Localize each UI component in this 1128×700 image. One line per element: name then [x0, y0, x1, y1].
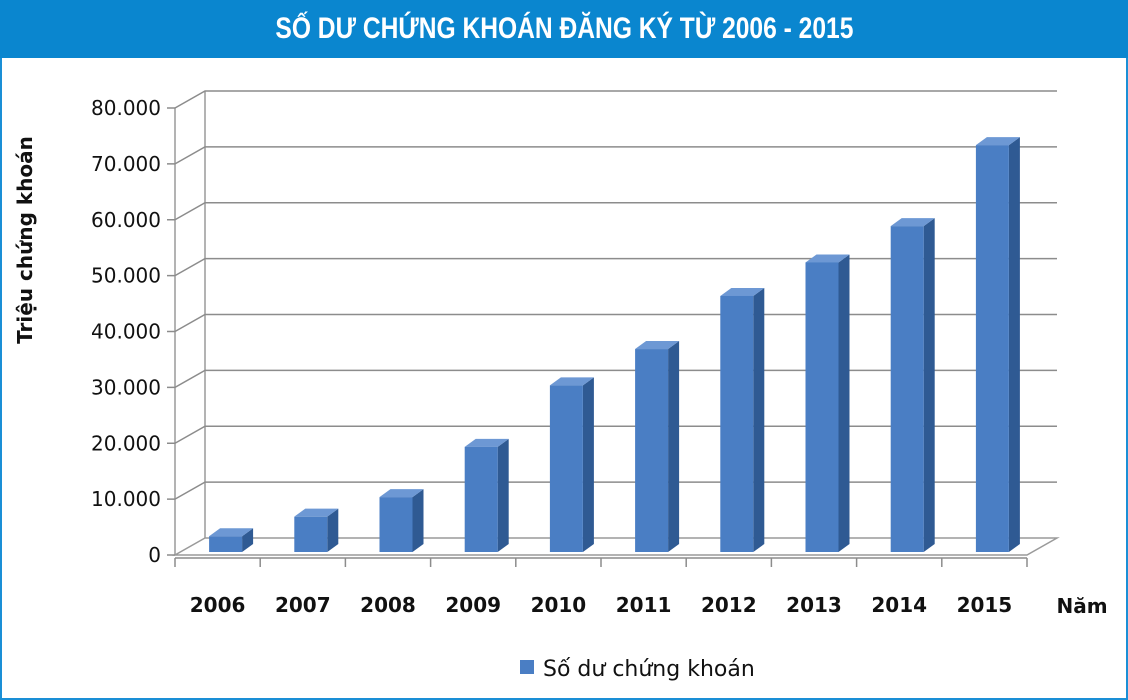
bar-front [635, 349, 669, 552]
bar-2008 [379, 489, 424, 552]
bar-2011 [635, 341, 680, 552]
y-axis-title: Triệu chứng khoán [13, 136, 37, 344]
bar-2015 [975, 137, 1020, 553]
bar-top [549, 377, 594, 386]
bars [209, 137, 1020, 553]
gridline [174, 481, 1057, 500]
bar-front [805, 262, 839, 552]
y-tick-label: 20.000 [91, 431, 161, 455]
x-tick-label: 2007 [275, 593, 331, 617]
bar-2007 [294, 508, 339, 552]
bar-top [805, 254, 850, 263]
x-tick-label: 2006 [190, 593, 246, 617]
gridline [174, 369, 1057, 389]
x-axis-categories: 2006 2007 2008 2009 2010 2011 2012 2013 2014 2015 [174, 557, 1028, 617]
legend: Số dư chứng khoán [520, 657, 755, 682]
x-tick-label: 2011 [616, 593, 672, 617]
bar-side [923, 218, 935, 552]
y-tick-label: 30.000 [91, 375, 161, 399]
bar-side [753, 287, 765, 552]
bar-front [720, 295, 754, 552]
bar-side [582, 377, 594, 552]
y-tick-label: 40.000 [91, 320, 161, 344]
gridline [174, 90, 1057, 109]
gridline [174, 257, 1057, 277]
bar-2010 [549, 377, 594, 552]
bar-2012 [720, 287, 765, 552]
bar-front [464, 446, 498, 552]
bar-front [549, 385, 583, 552]
bar-2006 [209, 528, 254, 552]
bar-top [464, 438, 509, 447]
bar-2009 [464, 438, 509, 552]
gridline [174, 313, 1057, 333]
chart-title: SỐ DƯ CHỨNG KHOÁN ĐĂNG KÝ TỪ 2006 - 2015 [275, 12, 853, 45]
bar-side [242, 528, 254, 552]
y-tick-label: 0 [148, 543, 161, 567]
legend-label: Số dư chứng khoán [543, 657, 755, 682]
y-tick-label: 60.000 [91, 208, 161, 232]
x-axis-title: Năm [1056, 594, 1107, 618]
title-bar: SỐ DƯ CHỨNG KHOÁN ĐĂNG KÝ TỪ 2006 - 2015 [0, 0, 1128, 58]
bar-2013 [805, 254, 850, 552]
bar-top [379, 489, 424, 498]
x-tick-label: 2012 [701, 593, 757, 617]
bar-top [209, 528, 254, 537]
x-tick-label: 2014 [871, 593, 927, 617]
bar-front [975, 145, 1009, 553]
y-tick-label: 50.000 [91, 264, 161, 288]
bar-side [497, 438, 509, 552]
bar-top [294, 508, 339, 517]
y-tick-label: 10.000 [91, 487, 161, 511]
bar-front [294, 516, 328, 552]
bar-front [379, 497, 413, 552]
gridline [174, 202, 1057, 221]
x-tick-label: 2008 [360, 593, 416, 617]
y-axis-ticks: 0 10.000 20.000 30.000 40.000 50.000 60.000 70.… [91, 96, 175, 567]
bar-side [1008, 137, 1020, 553]
bar-side [838, 254, 850, 552]
x-tick-label: 2013 [786, 593, 842, 617]
y-tick-label: 80.000 [91, 96, 161, 120]
legend-swatch [520, 660, 534, 674]
bar-side [668, 341, 680, 552]
bar-front [890, 226, 924, 552]
x-tick-label: 2010 [531, 593, 587, 617]
x-tick-label: 2015 [957, 593, 1013, 617]
gridline [174, 425, 1057, 444]
bar-2014 [890, 218, 935, 552]
bar-top [635, 341, 680, 350]
bar-top [975, 137, 1020, 146]
bar-side [327, 508, 339, 552]
bar-top [890, 218, 935, 227]
x-tick-label: 2009 [445, 593, 501, 617]
gridlines [174, 90, 1057, 500]
bar-front [209, 536, 243, 552]
bar-side [412, 489, 424, 552]
y-tick-label: 70.000 [91, 152, 161, 176]
gridline [174, 146, 1057, 165]
bar-top [720, 287, 765, 296]
